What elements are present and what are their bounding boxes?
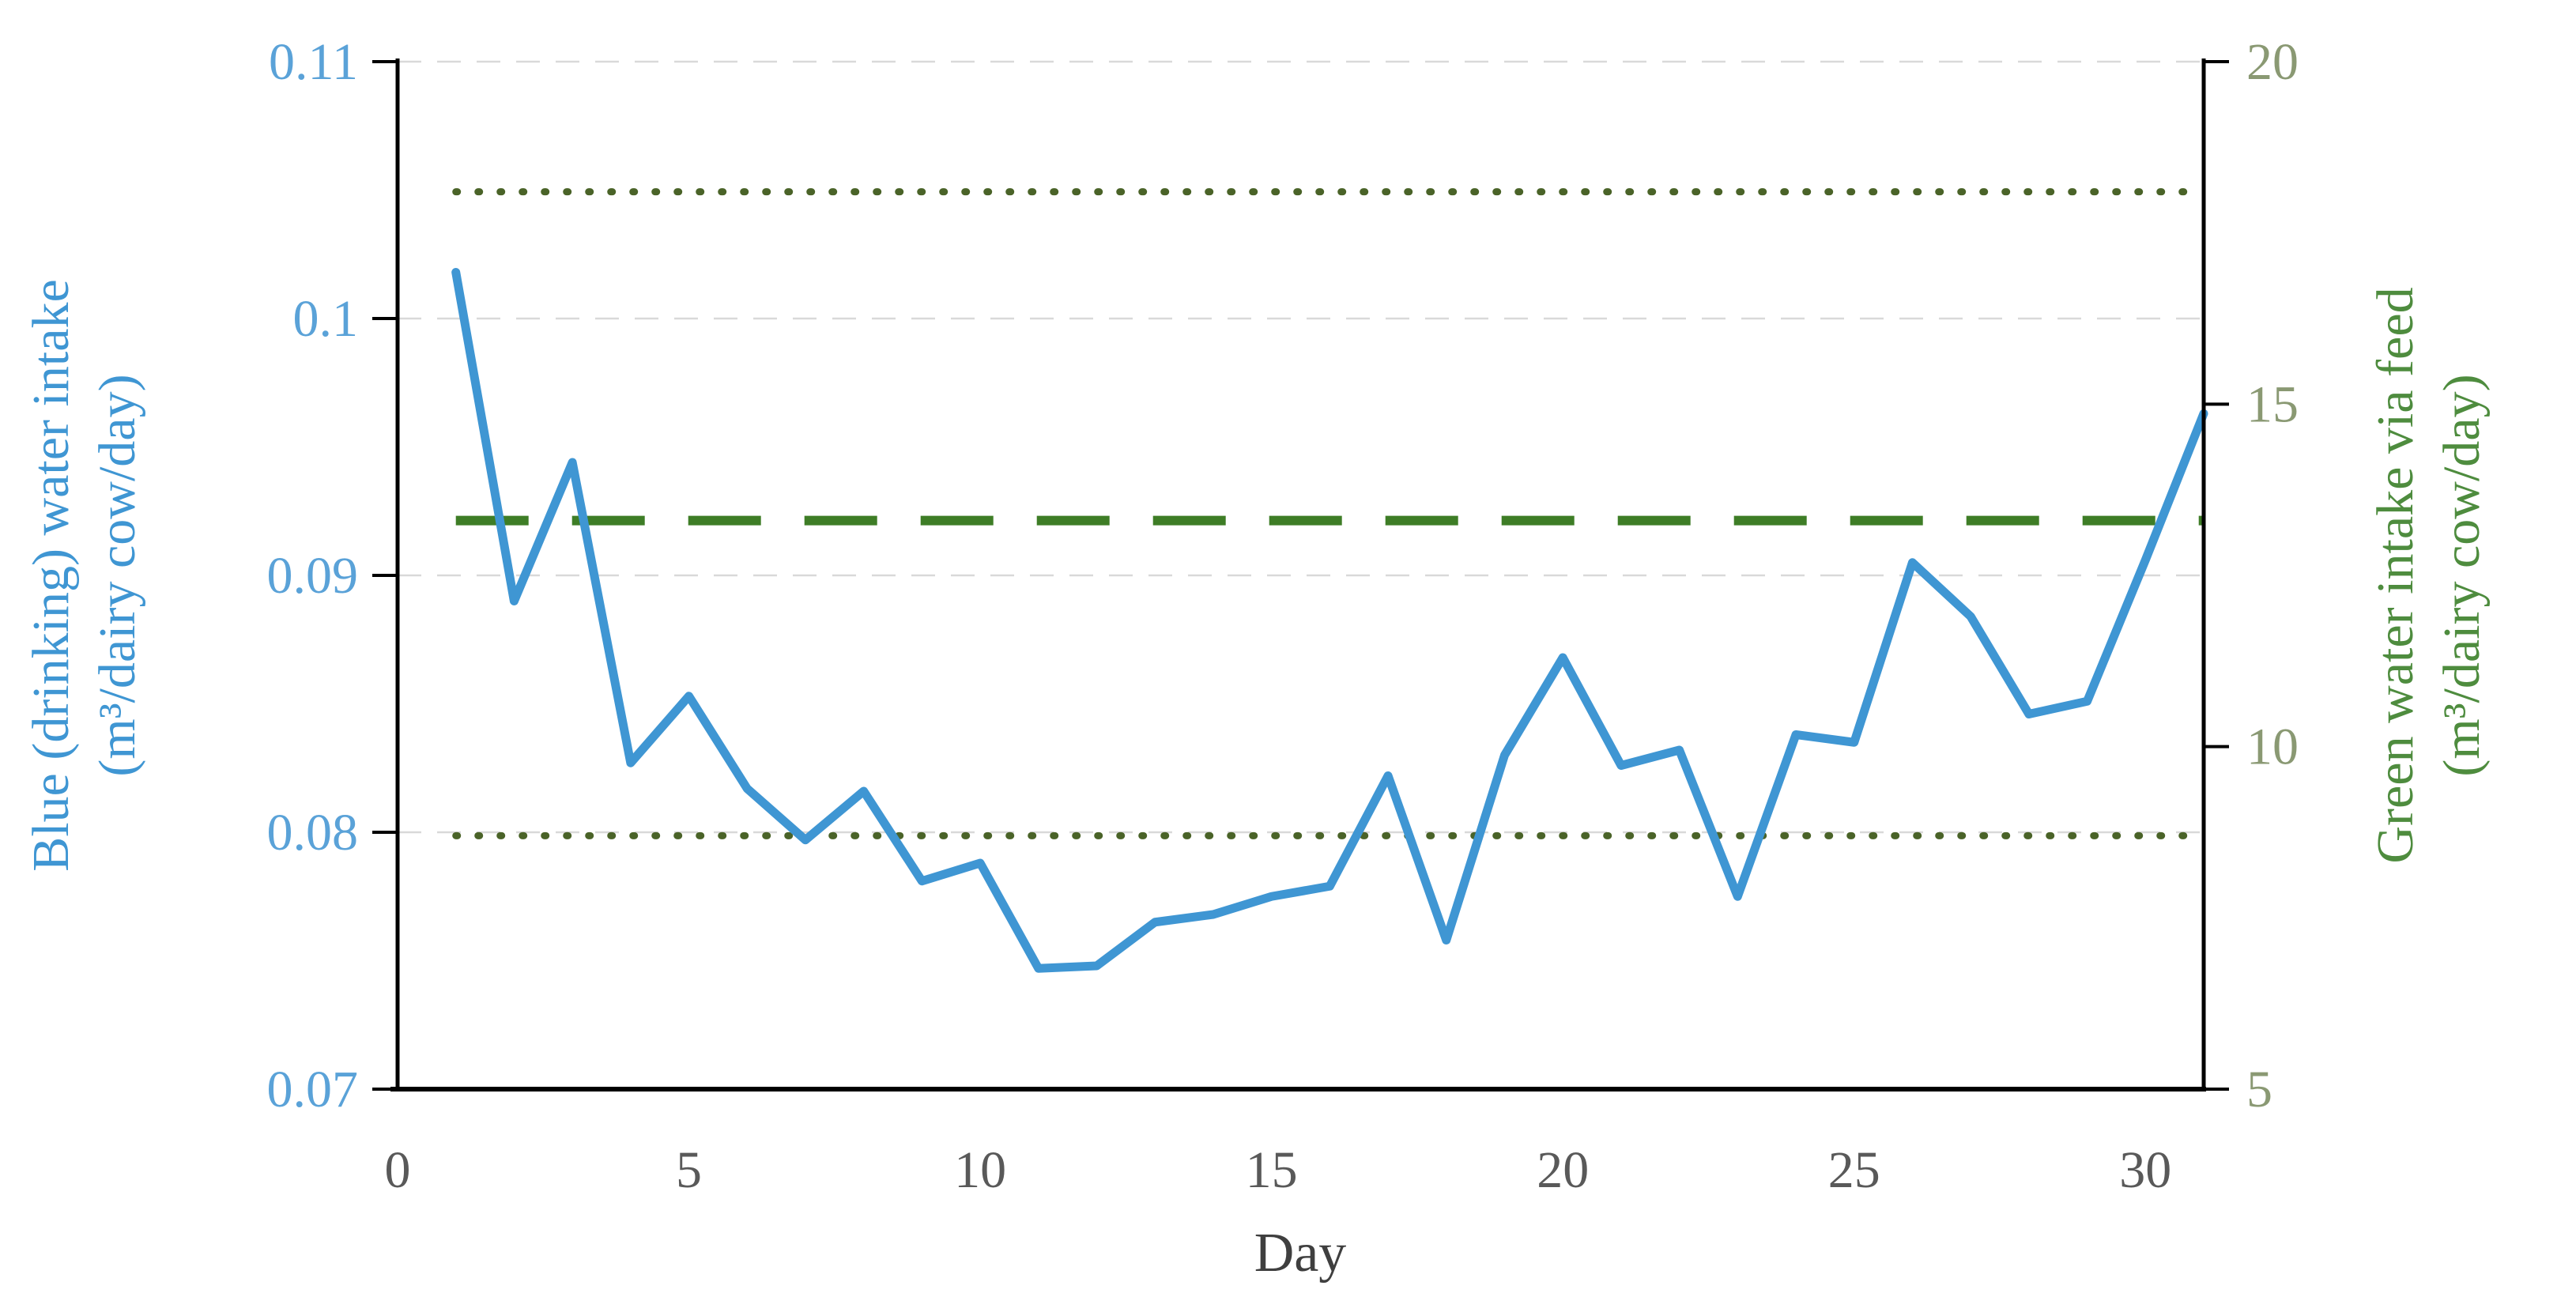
x-axis-tick-label: 30 [2119, 1141, 2171, 1199]
right-axis-tick-label: 10 [2246, 718, 2299, 776]
left-axis-title-line1: Blue (drinking) water intake [22, 279, 80, 872]
x-axis-tick-label: 5 [676, 1141, 702, 1199]
left-axis-tick-label: 0.11 [269, 33, 358, 91]
reference-lines-layer [452, 188, 2208, 839]
x-axis-title: Day [1254, 1223, 1347, 1284]
left-axis-tick-label: 0.07 [267, 1061, 359, 1118]
left-axis-tick-label: 0.08 [267, 804, 359, 862]
left-axis-tick-label: 0.09 [267, 547, 359, 605]
left-axis-tick-label: 0.1 [293, 290, 359, 348]
x-axis-tick-label: 0 [385, 1141, 411, 1199]
x-axis-tick-label: 10 [954, 1141, 1006, 1199]
right-axis-title-line2: (m³/dairy cow/day) [2433, 374, 2491, 776]
right-axis-tick-label: 5 [2246, 1061, 2272, 1118]
ticks-layer: 0.11 0.1 0.09 0.08 0.07 20 15 10 5 0 5 10 15 20 25 30 [267, 33, 2299, 1199]
x-axis-tick-label: 20 [1537, 1141, 1589, 1199]
left-axis-title-line2: (m³/dairy cow/day) [89, 374, 146, 776]
right-axis-tick-label: 20 [2246, 33, 2299, 91]
right-axis-tick-label: 15 [2246, 375, 2299, 433]
axes-frame [390, 58, 2206, 1092]
right-axis-title-line1: Green water intake via feed [2367, 287, 2424, 863]
blue-water-line-series [451, 268, 2208, 973]
x-axis-tick-label: 25 [1828, 1141, 1880, 1199]
data-series-layer [451, 268, 2208, 973]
x-axis-tick-label: 15 [1246, 1141, 1298, 1199]
axis-titles: Blue (drinking) water intake (m³/dairy c… [22, 279, 2491, 1284]
gridlines-layer [398, 60, 2204, 834]
